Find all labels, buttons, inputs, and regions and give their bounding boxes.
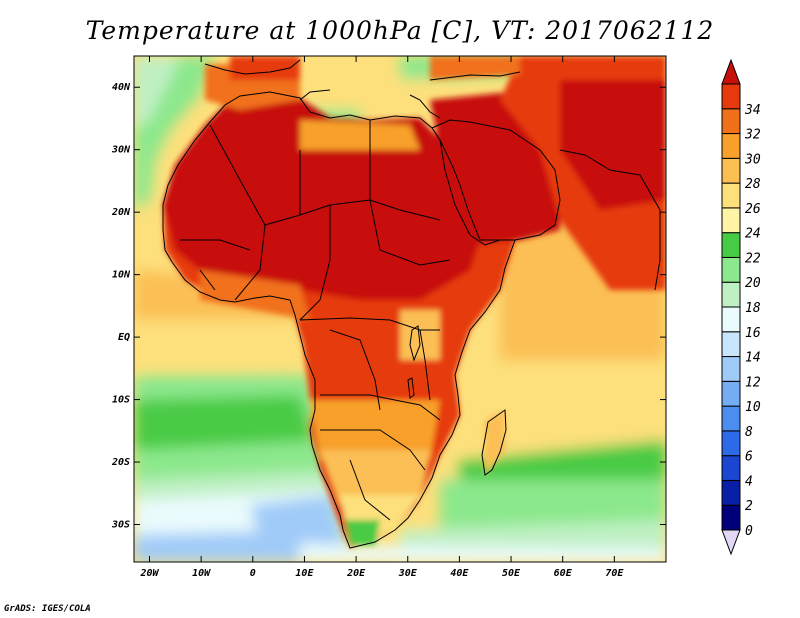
colorbar-segment xyxy=(721,281,741,308)
colorbar-segment xyxy=(721,306,741,333)
lon-tick-label: 30E xyxy=(398,568,418,579)
colorbar-label: 2 xyxy=(745,499,753,514)
colorbar-label: 26 xyxy=(745,202,761,217)
colorbar-segment xyxy=(721,207,741,234)
credit-text: GrADS: IGES/COLA xyxy=(4,604,91,614)
lon-tick-label: 40E xyxy=(450,568,469,579)
colorbar-label: 0 xyxy=(745,524,753,539)
lat-tick-label: 30N xyxy=(111,145,131,156)
lat-tick-label: 20N xyxy=(111,207,131,218)
lon-tick-label: 50E xyxy=(502,568,521,579)
colorbar-segment xyxy=(721,232,741,258)
colorbar-label: 32 xyxy=(744,128,761,143)
colorbar-label: 22 xyxy=(745,251,761,266)
colorbar-segment xyxy=(721,479,741,506)
lat-tick-label: 20S xyxy=(111,457,130,468)
colorbar-segment xyxy=(721,405,741,432)
colorbar-label: 18 xyxy=(745,301,761,316)
lon-tick-label: 20W xyxy=(139,568,159,579)
colorbar-segment xyxy=(721,331,741,358)
colorbar-label: 12 xyxy=(745,375,761,390)
latitude-axis: 40N 30N 20N 10N EQ 10S 20S 30S xyxy=(111,82,666,531)
colorbar-label: 20 xyxy=(745,276,761,291)
lon-tick-label: 20E xyxy=(346,568,366,579)
colorbar-segment xyxy=(721,356,741,382)
colorbar-label: 4 xyxy=(745,474,753,489)
map-plot-area xyxy=(134,56,666,562)
colorbar-label: 28 xyxy=(745,177,761,192)
colorbar-label: 14 xyxy=(745,351,761,366)
colorbar-segment xyxy=(721,455,741,481)
colorbar-segment xyxy=(721,133,741,159)
lat-tick-label: 10N xyxy=(112,270,131,281)
colorbar-label: 8 xyxy=(745,425,753,440)
colorbar-segment xyxy=(721,256,741,283)
colorbar-segment xyxy=(721,504,741,531)
colorbar-label: 16 xyxy=(745,326,761,341)
colorbar-segment xyxy=(721,157,741,184)
lon-tick-label: 10E xyxy=(295,568,314,579)
colorbar-label: 34 xyxy=(744,103,761,118)
colorbar-segment xyxy=(721,380,741,407)
colorbar-top-arrow xyxy=(721,58,741,85)
lon-tick-label: 0 xyxy=(250,568,256,579)
lat-tick-label: EQ xyxy=(118,332,130,343)
colorbar-segment xyxy=(721,430,741,457)
lon-tick-label: 60E xyxy=(554,568,573,579)
lat-tick-label: 40N xyxy=(112,82,131,93)
colorbar-segment xyxy=(721,108,741,135)
colorbar-label: 10 xyxy=(745,400,761,415)
longitude-axis: 20W 10W 0 10E 20E 30E 40E 50E 60E 70E xyxy=(139,56,624,579)
colorbar-label: 6 xyxy=(745,450,753,465)
colorbar-segment xyxy=(721,182,741,209)
colorbar-bottom-arrow xyxy=(721,529,741,556)
lon-tick-label: 70E xyxy=(605,568,624,579)
chart-title: Temperature at 1000hPa [C], VT: 20170621… xyxy=(85,16,715,45)
lat-tick-label: 10S xyxy=(112,395,130,406)
lat-tick-label: 30S xyxy=(111,520,130,531)
plot-frame xyxy=(133,55,667,563)
colorbar-label: 30 xyxy=(744,152,761,167)
colorbar-label: 24 xyxy=(745,227,761,242)
colorbar-segment xyxy=(721,83,741,110)
lon-tick-label: 10W xyxy=(192,568,211,579)
